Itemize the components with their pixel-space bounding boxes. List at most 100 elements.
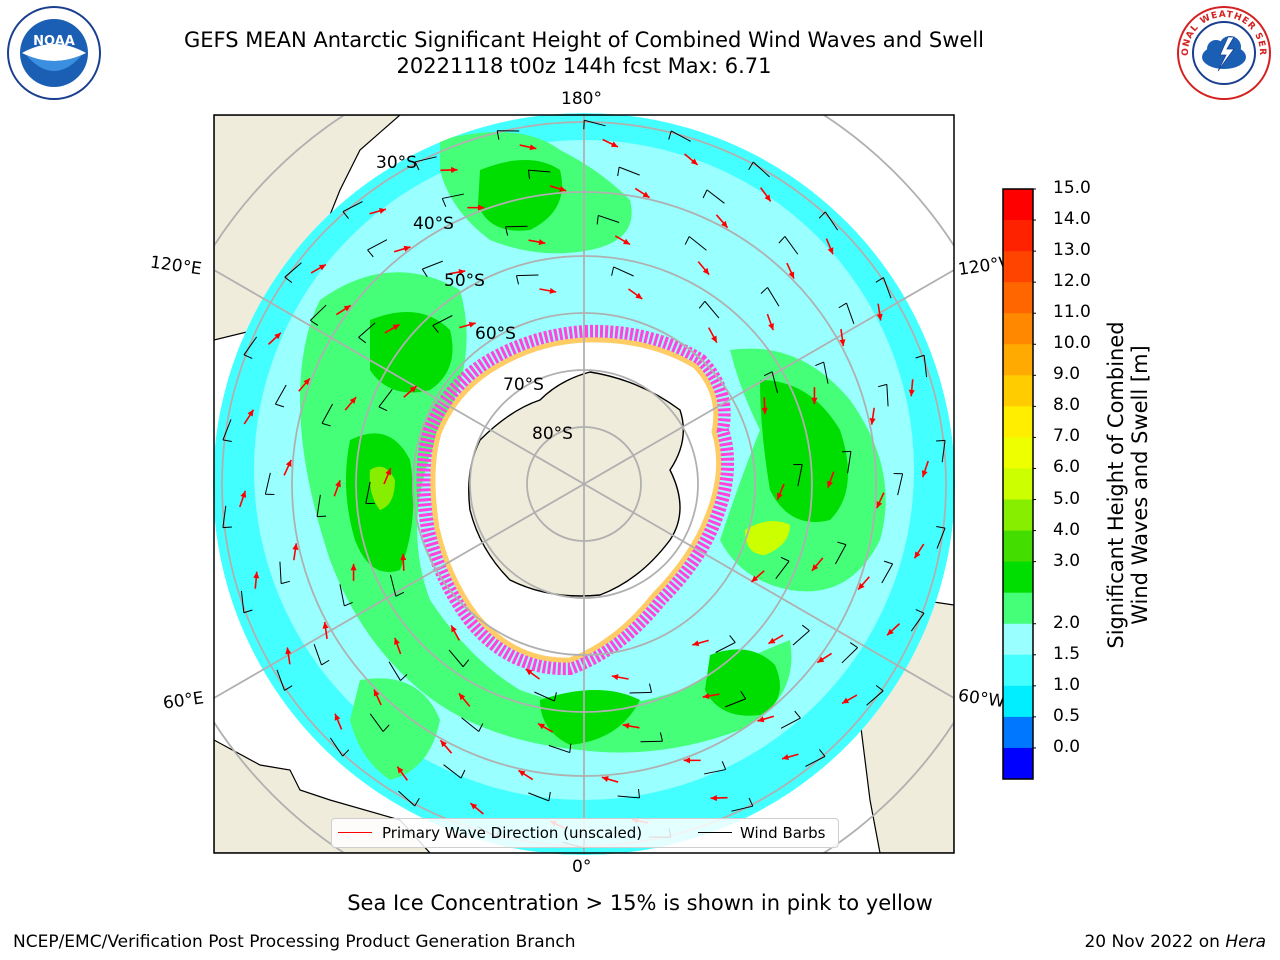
wind-barbs-legend-label: Wind Barbs [740,824,826,842]
wave-direction-arrow [786,262,795,279]
wind-barb [243,336,258,359]
wind-barb [448,649,470,668]
colorbar-tick-label: 0.5 [1053,705,1081,726]
chart-subtitle: 20221118 t00z 144h fcst Max: 6.71 [396,54,772,78]
wave-direction-arrow [467,204,485,211]
chart-title: GEFS MEAN Antarctic Significant Height o… [183,28,985,52]
wind-barb [369,713,390,732]
colorbar-tick-label: 14.0 [1053,209,1091,230]
wave-direction-arrow [400,553,407,571]
wave-direction-arrow [811,387,818,405]
wind-barb [715,635,736,653]
colorbar-tick-label: 4.0 [1053,519,1081,540]
wind-barb [496,130,520,140]
wind-barb [617,166,640,177]
wave-direction-arrow [333,480,341,497]
wind-barb [875,277,892,299]
wave-direction-swatch [338,832,372,833]
wave-direction-arrow [396,766,409,781]
wind-barb [505,225,528,236]
colorbar-segment [1003,375,1033,407]
wave-direction-arrow [715,214,729,229]
colorbar-segment [1003,623,1033,656]
colorbar-tick-label: 2.0 [1053,612,1081,633]
map-frame-border [213,114,955,854]
colorbar-tick-label: 8.0 [1053,395,1081,416]
sea-ice-caption: Sea Ice Concentration > 15% is shown in … [347,891,933,915]
wave-direction-arrow [525,668,540,680]
map-legend: Primary Wave Direction (unscaled) Wind B… [331,818,839,848]
wind-barb [264,472,275,496]
wind-barb [881,560,894,584]
colorbar-segment [1003,716,1033,749]
wave-direction-arrow [707,327,718,343]
wave-direction-arrow [292,543,299,561]
wind-barb [763,371,779,394]
colorbar-segment [1003,654,1033,687]
colorbar-tick-label: 1.0 [1053,674,1081,695]
noaa-logo-text: NOAA [33,34,75,49]
wave-direction-arrow [267,332,282,345]
wave-direction-arrow [283,459,292,476]
wave-direction-arrow [243,409,255,425]
wind-barb [329,737,350,757]
wave-direction-arrow [384,323,400,334]
wave-direction-arrow [869,407,876,425]
lon-label-180: 180° [561,89,602,109]
colorbar-tick-label: 0.0 [1053,736,1081,757]
wind-barb [866,684,884,706]
wind-barb [731,797,754,812]
wind-barb [915,354,928,378]
wave-direction-arrow [528,239,546,246]
wave-direction-arrow [369,207,387,215]
footer-host: Hera [1225,932,1266,952]
wave-direction-legend-label: Primary Wave Direction (unscaled) [382,824,643,842]
wind-barb [583,119,606,130]
wind-barb [818,211,839,231]
wave-direction-arrow [602,138,619,148]
wind-barb [279,561,290,585]
wave-direction-arrow [322,621,329,639]
wind-barb [838,302,855,324]
wind-barb [617,788,641,799]
wave-direction-arrow [684,153,699,166]
wind-barb [515,274,539,285]
colorbar-segment [1003,747,1033,780]
wind-barb [704,761,727,775]
colorbar-segment [1003,220,1033,252]
colorbar-tick-label: 3.0 [1053,550,1081,571]
colorbar-border [1002,188,1034,780]
lat-label-60s: 60°S [475,324,516,344]
wind-barb [240,590,253,614]
wave-direction-arrow [816,652,833,664]
wave-direction-arrow [921,460,929,478]
wave-direction-arrow [876,303,883,321]
wind-barb [748,161,770,178]
colorbar-tick-label: 11.0 [1053,302,1091,323]
wind-barb [805,749,826,767]
national-weather-service-logo-icon: NATIONAL WEATHER SERVICE [1172,0,1272,101]
lon-label-0: 0° [572,857,592,877]
wind-barb [398,790,420,807]
wave-direction-arrow [622,722,640,729]
colorbar-segment [1003,251,1033,283]
wave-direction-arrow [458,692,471,707]
noaa-logo-icon: NOAA [6,5,102,101]
wave-direction-arrow [549,185,567,192]
wind-barbs [222,119,946,849]
colorbar-segment [1003,530,1033,563]
lat-label-30s: 30°S [376,153,417,173]
wave-direction-arrow [827,471,835,488]
wind-barb [778,236,799,255]
wave-direction-arrow [373,689,382,706]
wind-barb [792,624,810,646]
colorbar-segment [1003,592,1033,625]
wind-barb [274,384,287,408]
wind-barb [629,683,653,694]
colorbar-tick-label: 6.0 [1053,457,1081,478]
wave-direction-arrow [611,674,629,681]
wave-direction-arrow [766,313,774,331]
wave-direction-arrow [692,639,709,647]
colorbar-tick-label: 10.0 [1053,333,1091,354]
